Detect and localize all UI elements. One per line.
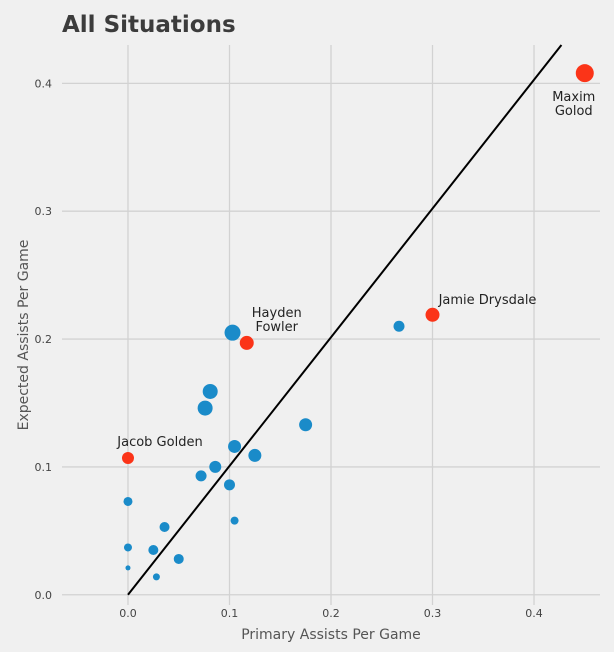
data-point bbox=[393, 320, 405, 332]
y-tick-label: 0.2 bbox=[35, 333, 53, 346]
y-tick-label: 0.3 bbox=[35, 205, 53, 218]
y-tick-label: 0.1 bbox=[35, 461, 53, 474]
annotations-layer: Maxim Golod Jamie Drysdale Hayden Fowler Jaco… bbox=[116, 90, 595, 450]
highlight-point bbox=[425, 307, 440, 322]
point-annotation: Hayden Fowler bbox=[252, 306, 302, 335]
x-tick-label: 0.2 bbox=[322, 607, 340, 620]
grid bbox=[62, 45, 600, 605]
data-point bbox=[248, 448, 262, 462]
reference-line-layer bbox=[127, 44, 563, 596]
y-axis-title: Expected Assists Per Game bbox=[16, 240, 32, 431]
data-point bbox=[152, 573, 160, 581]
point-annotation: Jacob Golden bbox=[116, 435, 202, 450]
data-point bbox=[197, 400, 213, 416]
point-annotation: Maxim Golod bbox=[552, 90, 595, 119]
data-point bbox=[230, 516, 239, 525]
data-point bbox=[123, 543, 132, 552]
points-layer bbox=[121, 64, 594, 581]
chart-title: All Situations bbox=[62, 12, 236, 38]
data-point bbox=[228, 439, 242, 453]
data-point bbox=[223, 479, 235, 491]
reference-line bbox=[127, 44, 563, 596]
highlight-point bbox=[121, 451, 134, 464]
tick-labels: 0.0 0.1 0.2 0.3 0.4 0.0 0.1 0.2 0.3 0.4 bbox=[35, 77, 543, 620]
x-tick-label: 0.1 bbox=[221, 607, 239, 620]
data-point bbox=[224, 324, 241, 341]
data-point bbox=[202, 383, 218, 399]
x-tick-label: 0.3 bbox=[424, 607, 442, 620]
point-annotation: Jamie Drysdale bbox=[438, 293, 537, 308]
x-axis-title: Primary Assists Per Game bbox=[241, 627, 421, 643]
data-point bbox=[173, 553, 184, 564]
y-tick-label: 0.0 bbox=[35, 589, 53, 602]
x-tick-label: 0.4 bbox=[525, 607, 543, 620]
data-point bbox=[148, 545, 159, 556]
y-tick-label: 0.4 bbox=[35, 77, 53, 90]
data-point bbox=[299, 418, 313, 432]
data-point bbox=[125, 565, 131, 571]
data-point bbox=[209, 460, 222, 473]
data-point bbox=[195, 470, 207, 482]
data-point bbox=[123, 496, 133, 506]
highlight-point bbox=[575, 64, 594, 83]
x-tick-label: 0.0 bbox=[119, 607, 137, 620]
highlight-point bbox=[239, 335, 254, 350]
data-point bbox=[159, 522, 170, 533]
